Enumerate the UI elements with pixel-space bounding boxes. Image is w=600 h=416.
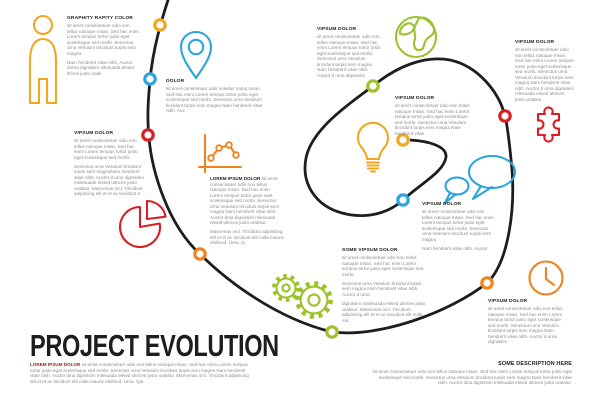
block-heading: VIPSUM DOLOR (317, 27, 357, 32)
block-paragraph: sit amet consectetuer odio non tellus na… (515, 47, 574, 102)
block-paragraph: sit amet consectetuer odio non tellus na… (488, 306, 563, 345)
line-chart-icon (197, 133, 243, 174)
timeline-node (480, 276, 494, 290)
block-paragraph: sit amet consectetuer odio non tellus na… (317, 34, 381, 78)
speech-bubbles-icon (443, 154, 517, 205)
block-paragraph: LOREM IPSUM DOLOR sit amet consectetuer … (210, 176, 279, 225)
block-paragraph: sit amet consectetuer odio non tellus na… (74, 138, 138, 160)
block-heading: VIPSUM DOLOR (74, 131, 114, 136)
block-paragraph: Senectus urna Vesulum tincidunt turpis s… (74, 163, 144, 197)
block-heading: VIPSUM DOLOR (488, 299, 528, 304)
footer-lead-block: LOREM IPSUM DOLOR sit amet consectetuer … (30, 362, 254, 384)
footer-description-block: SOME DESCRIPTION HERE sit amet consectet… (370, 361, 572, 386)
timeline-node (193, 247, 207, 261)
block-paragraph: Nam hendrerit vitae nibh. Auctor (422, 245, 488, 251)
pie-chart-icon (118, 199, 167, 249)
location-pin-icon (179, 30, 213, 80)
timeline-block-chart: LOREM IPSUM DOLOR sit amet consectetuer … (210, 176, 284, 249)
block-paragraph: sit amet consectetuer odio non tellus na… (395, 103, 470, 136)
timeline-node (498, 109, 512, 123)
block-paragraph: Nam hendrerit vitae nibh, Auctor durna d… (67, 59, 134, 76)
timeline-node (396, 193, 410, 207)
footer-lead-paragraph: LOREM IPSUM DOLOR sit amet consectetuer … (30, 362, 249, 384)
block-paragraph: sit amet consetetuer odio notellus natoq… (166, 86, 263, 114)
timeline-node (325, 325, 339, 339)
timeline-block-pin: DOLOR sit amet consetetuer odio notellus… (166, 79, 266, 117)
gears-icon (272, 274, 333, 319)
lightbulb-icon (356, 121, 390, 173)
timeline-node (153, 18, 167, 32)
block-paragraph: sit amet consectetuer odio non tellus na… (67, 23, 139, 56)
block-paragraph: sit amet consectetuer odio non tellus na… (422, 209, 494, 242)
timeline-node (396, 133, 410, 147)
footer-lead-heading: LOREM IPSUM DOLOR (30, 362, 81, 367)
timeline-node (141, 128, 155, 142)
block-paragraph: dignissim malesuada eleied ultrices just… (342, 301, 426, 323)
timeline-node (143, 72, 157, 86)
timeline-block-puzzle: VIPSUM DOLOR sit amet consectetuer odio … (515, 40, 575, 106)
globe-icon (394, 15, 438, 59)
clock-icon (528, 260, 564, 296)
block-heading: LOREM IPSUM DOLOR (210, 176, 261, 181)
timeline-block-gears: SOME VIPSUM DOLOR sit amet consectetuer … (342, 248, 426, 327)
block-paragraph: Maecenas orci. Tincidunt adipiscing elit… (210, 229, 284, 246)
footer-description-heading: SOME DESCRIPTION HERE (498, 361, 572, 367)
person-icon (28, 14, 58, 105)
timeline-block-person: GRAPHITY RAPITY COLOR sit amet consectet… (67, 16, 139, 80)
block-heading: VIPSUM DOLOR (515, 40, 555, 45)
timeline-block-bulb: VIPSUM DOLOR sit amet consectetuer odio … (395, 96, 471, 140)
spiral-timeline-path (146, 0, 515, 335)
timeline-node (366, 79, 380, 93)
block-heading: SOME VIPSUM DOLOR (342, 248, 398, 253)
block-heading: VIPSUM DOLOR (422, 202, 462, 207)
block-heading: GRAPHITY RAPITY COLOR (67, 16, 133, 21)
timeline-block-pie: VIPSUM DOLOR sit amet consectetuer odio … (74, 131, 144, 201)
footer-description-paragraph: sit amet consectetuer odio non tellus na… (372, 369, 572, 386)
timeline-block-clock: VIPSUM DOLOR sit amet consectetuer odio … (488, 299, 568, 348)
timeline-block-globe: VIPSUM DOLOR sit amet consectetuer odio … (317, 27, 381, 82)
puzzle-icon (536, 106, 561, 143)
block-paragraph: sit amet consectetuer odio non tellus na… (342, 255, 424, 277)
timeline-block-bubbles: VIPSUM DOLOR sit amet consectetuer odio … (422, 202, 496, 255)
block-paragraph: Senectus urna Vesulum tincidunt turpis s… (342, 280, 422, 297)
block-heading: DOLOR (166, 79, 185, 84)
block-heading: VIPSUM DOLOR (395, 96, 435, 101)
page-title: PROJECT EVOLUTION (30, 328, 279, 363)
